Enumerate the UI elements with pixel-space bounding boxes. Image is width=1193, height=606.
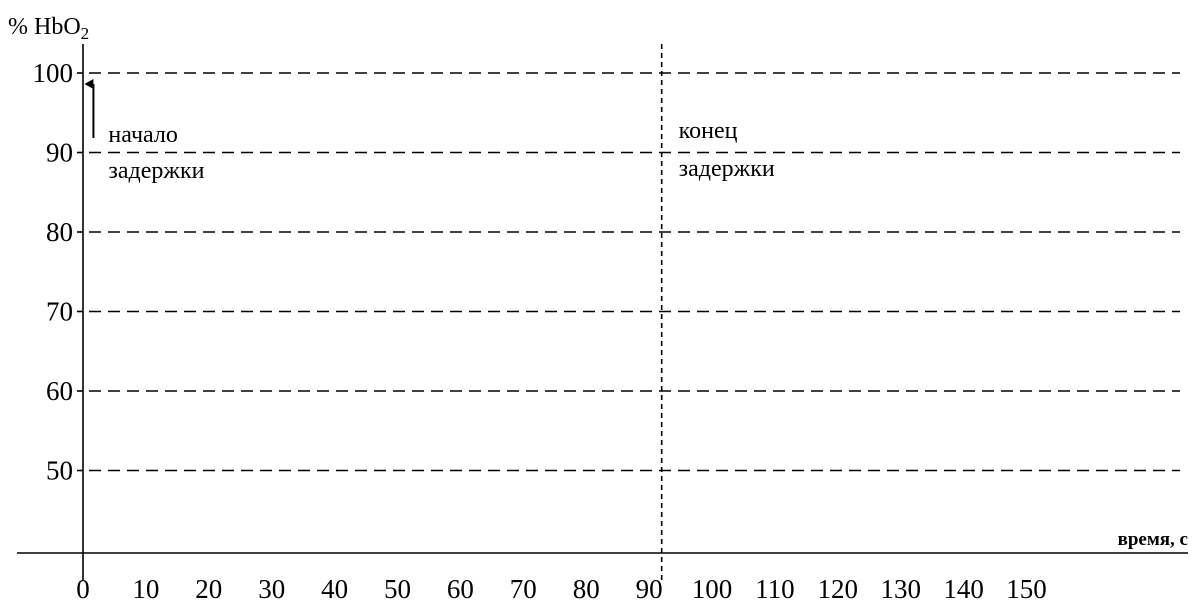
x-tick-label-10: 10 xyxy=(132,574,159,604)
y-tick-label-80: 80 xyxy=(46,217,73,247)
x-tick-label-40: 40 xyxy=(321,574,348,604)
marker-label-start-line1: начало xyxy=(108,122,177,148)
x-tick-label-100: 100 xyxy=(692,574,733,604)
marker-label-start-line2: задержки xyxy=(108,158,204,184)
y-axis-label-subscript: 2 xyxy=(81,24,90,43)
marker-label-end-line1: конец xyxy=(679,118,738,144)
y-tick-label-100: 100 xyxy=(33,58,74,88)
x-tick-label-130: 130 xyxy=(880,574,921,604)
y-tick-label-70: 70 xyxy=(46,297,73,327)
x-tick-label-0: 0 xyxy=(76,574,90,604)
x-tick-label-70: 70 xyxy=(510,574,537,604)
x-tick-label-60: 60 xyxy=(447,574,474,604)
y-tick-label-90: 90 xyxy=(46,138,73,168)
y-tick-label-50: 50 xyxy=(46,456,73,486)
x-tick-label-30: 30 xyxy=(258,574,285,604)
marker-label-end-line2: задержки xyxy=(679,156,775,182)
x-tick-label-140: 140 xyxy=(943,574,984,604)
y-axis-label: % HbO2 xyxy=(8,14,89,43)
y-tick-label-60: 60 xyxy=(46,376,73,406)
x-tick-label-120: 120 xyxy=(818,574,859,604)
x-tick-label-150: 150 xyxy=(1006,574,1047,604)
x-axis-label: время, с xyxy=(1118,529,1188,550)
x-tick-label-90: 90 xyxy=(636,574,663,604)
x-tick-label-50: 50 xyxy=(384,574,411,604)
x-tick-label-20: 20 xyxy=(195,574,222,604)
x-tick-label-80: 80 xyxy=(573,574,600,604)
x-tick-label-110: 110 xyxy=(755,574,795,604)
